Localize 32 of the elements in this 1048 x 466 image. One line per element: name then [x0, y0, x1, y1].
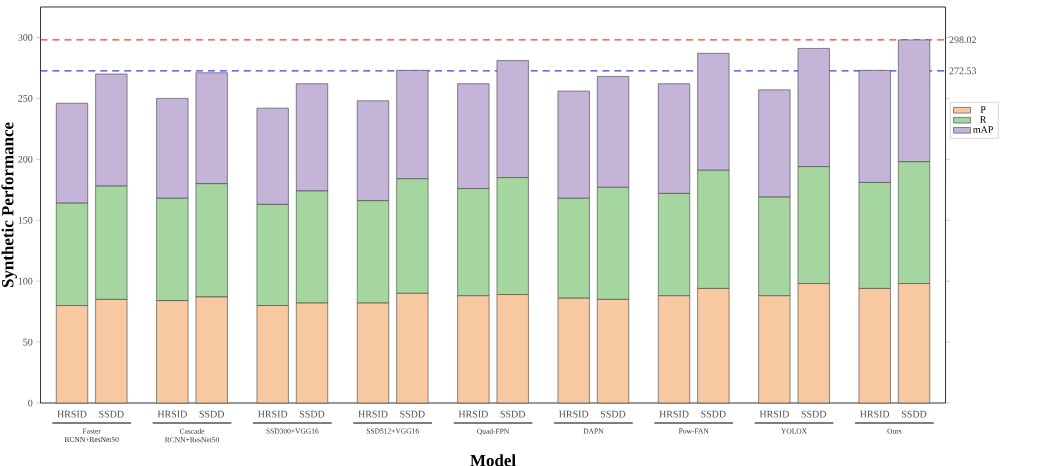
- x-tick-label: HRSID: [57, 410, 87, 418]
- x-tick-label: SSDD: [400, 410, 425, 418]
- x-tick-label: HRSID: [659, 410, 689, 418]
- y-tick-label: 100: [18, 277, 33, 285]
- y-tick-label: 50: [23, 338, 33, 346]
- y-tick-label: 200: [18, 155, 33, 163]
- x-tick-label: SSDD: [901, 410, 927, 418]
- x-tick-label: HRSID: [358, 410, 388, 418]
- x-tick-label: SSDD: [199, 410, 225, 418]
- ref-line-label: 272.53: [949, 67, 977, 75]
- x-tick-label: HRSID: [559, 410, 589, 418]
- y-tick-label: 250: [18, 95, 33, 102]
- y-tick-label: 300: [18, 34, 33, 41]
- x-tick-label: HRSID: [258, 410, 288, 418]
- x-tick-label: SSDD: [701, 410, 726, 418]
- x-tick-label: SSDD: [801, 410, 827, 418]
- x-tick-label: HRSID: [458, 410, 488, 418]
- y-tick-label: 0: [28, 399, 33, 407]
- legend-label: P: [980, 106, 986, 113]
- x-tick-label: SSDD: [299, 410, 325, 418]
- x-tick-label: SSDD: [99, 410, 124, 418]
- y-axis-title: Synthetic Performance: [1, 122, 17, 288]
- y-tick-label: 150: [18, 216, 33, 224]
- x-tick-label: SSDD: [600, 410, 626, 418]
- x-axis-title: Model: [470, 454, 516, 466]
- x-tick-label: HRSID: [759, 410, 789, 418]
- legend-label: R: [980, 116, 987, 123]
- ref-line-label: 298.02: [949, 36, 976, 44]
- legend-label: mAP: [973, 126, 993, 133]
- x-tick-label: HRSID: [157, 410, 187, 418]
- x-tick-label: HRSID: [860, 410, 890, 418]
- x-tick-label: SSDD: [500, 410, 526, 418]
